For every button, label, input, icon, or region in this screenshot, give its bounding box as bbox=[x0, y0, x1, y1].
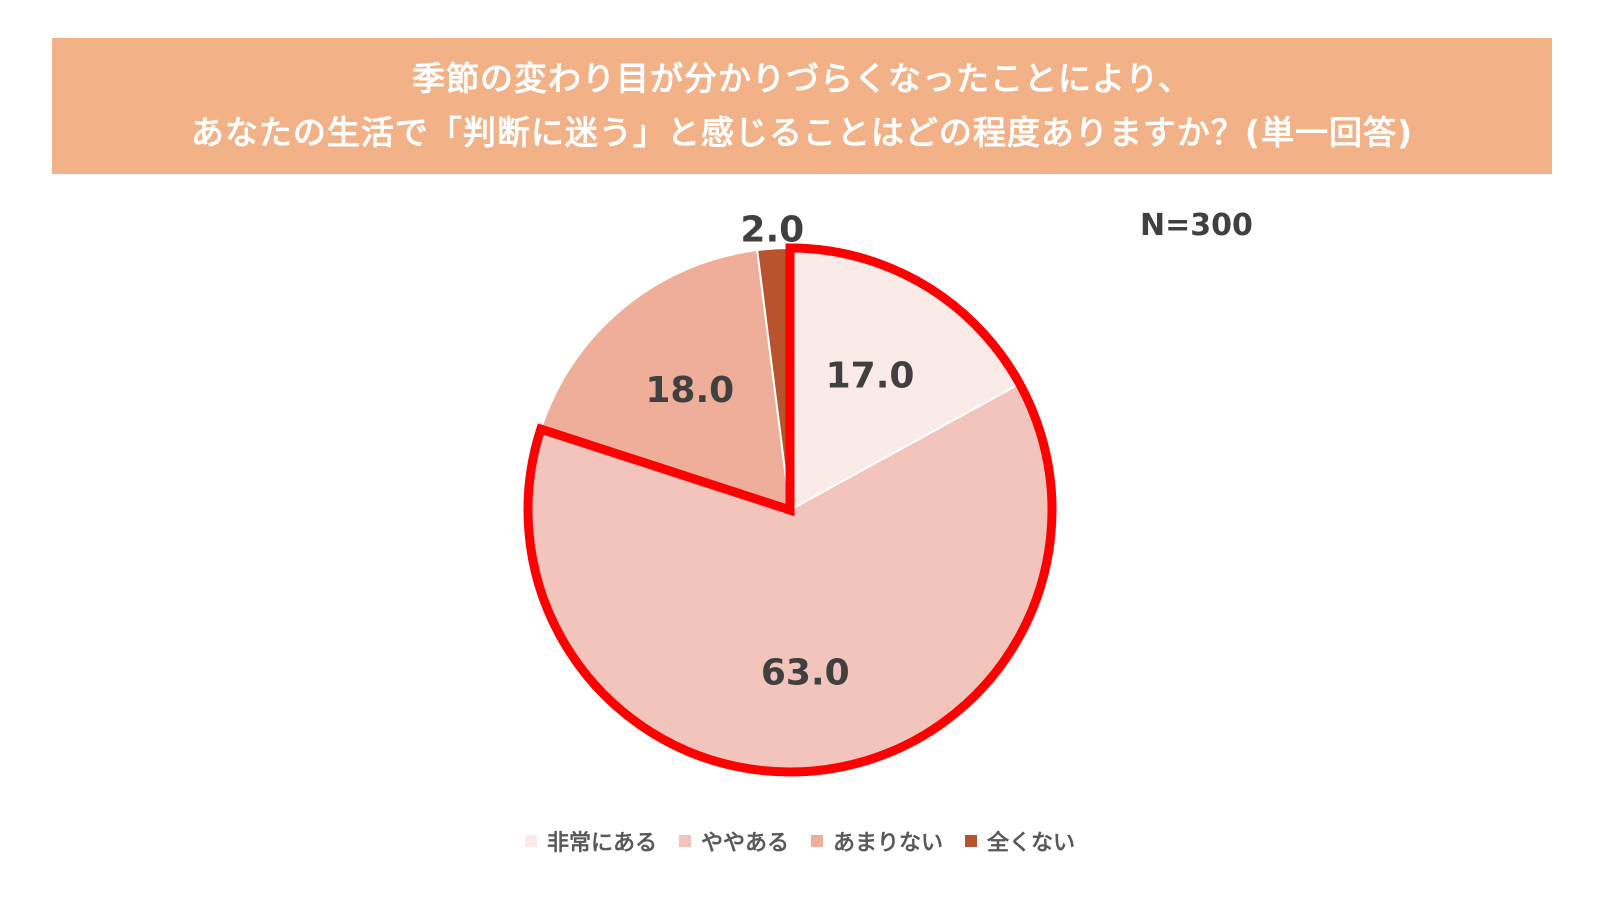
legend-label: 全くない bbox=[987, 831, 1076, 856]
legend-swatch bbox=[678, 835, 691, 847]
legend-label: あまりない bbox=[833, 831, 944, 856]
data-label-3: 18.0 bbox=[645, 370, 734, 411]
highlight-outline bbox=[523, 243, 1057, 777]
chart-title-line-1: 季節の変わり目が分かりづらくなったことにより、 bbox=[411, 59, 1193, 98]
legend-item-2: ややある bbox=[678, 825, 789, 857]
data-label-2: 63.0 bbox=[761, 653, 850, 694]
legend-swatch bbox=[524, 835, 537, 847]
data-label-1: 17.0 bbox=[826, 356, 915, 397]
legend-swatch bbox=[965, 835, 978, 847]
chart-title-line-2: あなたの生活で「判断に迷う」と感じることはどの程度ありますか？(単一回答) bbox=[190, 113, 1414, 152]
sample-size-label: N=300 bbox=[1140, 208, 1253, 243]
legend-label: ややある bbox=[700, 831, 789, 856]
legend-item-3: あまりない bbox=[811, 825, 943, 857]
legend-item-1: 非常にある bbox=[524, 825, 657, 857]
chart-legend: 非常にある ややある あまりない 全くない bbox=[0, 825, 1600, 857]
legend-item-4: 全くない bbox=[965, 825, 1075, 857]
legend-swatch bbox=[811, 835, 823, 847]
chart-title-banner: 季節の変わり目が分かりづらくなったことにより、 あなたの生活で「判断に迷う」と感… bbox=[52, 38, 1552, 174]
legend-label: 非常にある bbox=[546, 831, 657, 856]
data-label-4: 2.0 bbox=[740, 210, 804, 251]
